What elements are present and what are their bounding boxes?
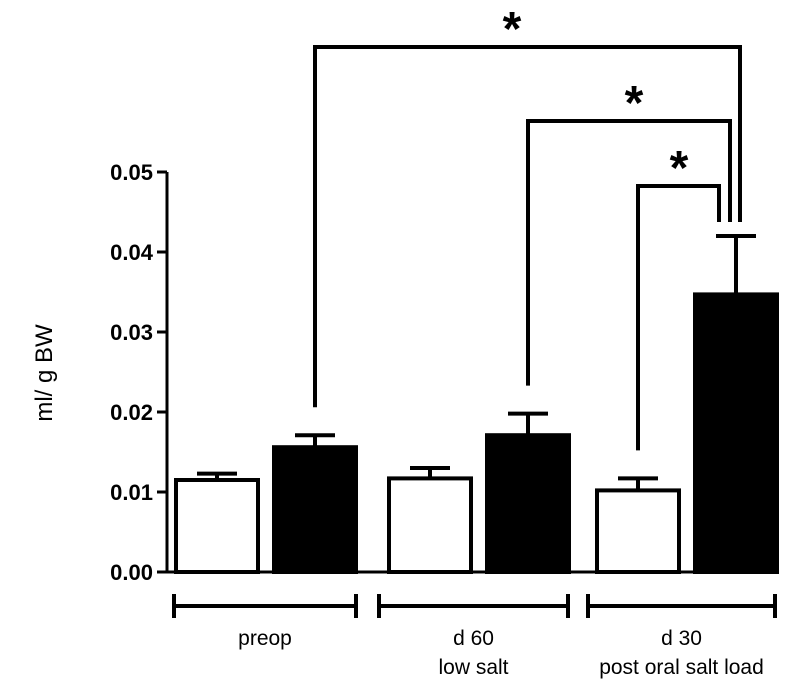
significance-bracket (313, 45, 742, 408)
y-axis-label: ml/ g BW (31, 324, 58, 422)
bar (595, 488, 681, 574)
significance-bracket (636, 184, 721, 451)
group-label: preop (238, 627, 292, 650)
bar (174, 478, 260, 574)
y-tick-label: 0.00 (110, 560, 153, 585)
bar (485, 433, 571, 575)
y-tick-label: 0.01 (110, 480, 153, 505)
bar (272, 445, 358, 575)
significance-star: * (625, 77, 644, 130)
bars (174, 234, 779, 575)
y-tick-label: 0.04 (110, 240, 154, 265)
bar (387, 476, 473, 574)
group-label: post oral salt load (599, 656, 764, 679)
group-label: low salt (438, 656, 508, 679)
group-label: d 60 (453, 627, 494, 650)
group-brackets: preop d 60 low salt d 30 post oral salt load (172, 594, 777, 679)
y-axis: 0.00 0.01 0.02 0.03 0.04 0.05 (110, 160, 772, 585)
significance-bracket (526, 119, 732, 386)
y-tick-label: 0.03 (110, 320, 153, 345)
significance-star: * (670, 142, 689, 195)
significance-star: * (503, 3, 522, 56)
group-label: d 30 (661, 627, 702, 650)
y-tick-label: 0.02 (110, 400, 153, 425)
significance-brackets: * * * (313, 3, 742, 451)
bar (693, 292, 779, 574)
y-tick-label: 0.05 (110, 160, 153, 185)
